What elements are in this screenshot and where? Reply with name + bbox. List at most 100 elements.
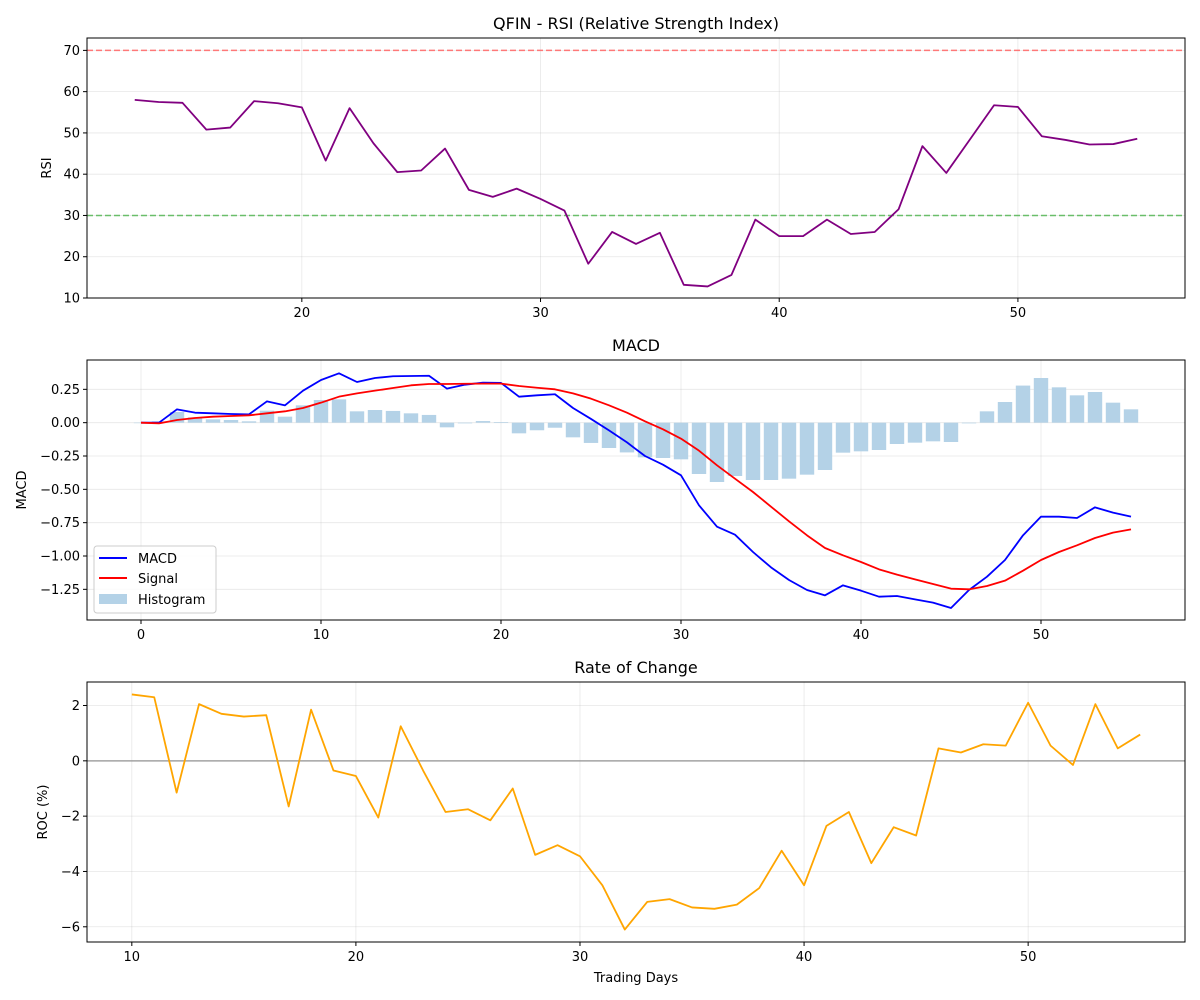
macd-xtick-label: 20: [493, 628, 510, 643]
roc-xtick-label: 20: [348, 950, 365, 965]
roc-ytick-label: −4: [61, 865, 80, 880]
roc-plot-area: [131, 693, 1141, 931]
rsi-xtick-label: 50: [1010, 306, 1027, 321]
macd-title: MACD: [612, 336, 660, 355]
histogram-bar: [1123, 409, 1139, 423]
histogram-bar: [367, 410, 383, 423]
rsi-ytick-label: 30: [63, 209, 80, 224]
histogram-bar: [889, 422, 905, 444]
histogram-bar: [241, 421, 257, 423]
roc-panel: Rate of Change ROC (%) Trading Days 10 20…: [36, 658, 1186, 986]
roc-ticks: 10 20 30 40 50 −6 −4 −2 0 2: [61, 699, 1037, 965]
legend-label-macd: MACD: [138, 552, 177, 567]
histogram-bar: [727, 422, 743, 476]
macd-legend: MACD Signal Histogram: [93, 545, 217, 614]
macd-xtick-label: 30: [673, 628, 690, 643]
histogram-bar: [511, 422, 527, 434]
roc-ytick-label: −2: [61, 810, 80, 825]
histogram-bar: [709, 422, 725, 482]
histogram-bar: [961, 422, 977, 424]
rsi-ytick-label: 10: [63, 292, 80, 307]
rsi-gridlines: [87, 38, 1185, 299]
histogram-bar: [799, 422, 815, 475]
histogram-bar: [1051, 387, 1067, 423]
roc-xtick-label: 10: [124, 950, 141, 965]
macd-ytick-label: 0.00: [51, 416, 80, 431]
macd-series-line: [141, 372, 1132, 609]
rsi-axes-frame: [86, 37, 1186, 299]
rsi-series-line: [134, 99, 1138, 288]
macd-xtick-label: 0: [137, 628, 145, 643]
histogram-bar: [475, 421, 491, 423]
histogram-bar: [403, 413, 419, 423]
histogram-bar: [817, 422, 833, 470]
histogram-bar: [1033, 378, 1049, 423]
rsi-ytick-label: 20: [63, 250, 80, 265]
macd-xtick-label: 50: [1033, 628, 1050, 643]
histogram-bar: [421, 414, 437, 423]
histogram-bar: [763, 422, 779, 480]
macd-xtick-label: 10: [313, 628, 330, 643]
rsi-xtick-label: 20: [294, 306, 311, 321]
roc-gridlines: [87, 682, 1185, 942]
histogram-bar: [439, 422, 455, 428]
rsi-ytick-label: 50: [63, 126, 80, 141]
histogram-bar: [943, 422, 959, 442]
roc-xtick-label: 50: [1020, 950, 1037, 965]
macd-ytick-label: −0.75: [40, 516, 80, 531]
histogram-bar: [781, 422, 797, 479]
histogram-bar: [745, 422, 761, 480]
histogram-bar: [835, 422, 851, 453]
histogram-bar: [637, 422, 653, 458]
histogram-bar: [1015, 385, 1031, 423]
legend-label-histogram: Histogram: [138, 593, 205, 608]
histogram-bar: [493, 422, 509, 423]
rsi-title: QFIN - RSI (Relative Strength Index): [493, 14, 779, 33]
roc-title: Rate of Change: [574, 658, 698, 677]
histogram-bar: [313, 400, 329, 423]
roc-ytick-label: −6: [61, 920, 80, 935]
histogram-bar: [871, 422, 887, 450]
roc-xtick-label: 40: [796, 950, 813, 965]
rsi-ticks: 20 30 40 50 10 20 30 40 50 60 70: [63, 44, 1026, 321]
histogram-bar: [277, 416, 293, 423]
rsi-xtick-label: 30: [532, 306, 549, 321]
rsi-ytick-label: 60: [63, 85, 80, 100]
macd-plot-area: [133, 372, 1139, 609]
rsi-reference-lines: [87, 49, 1185, 217]
histogram-bar: [457, 422, 473, 424]
histogram-bar: [907, 422, 923, 443]
rsi-xtick-label: 40: [771, 306, 788, 321]
roc-series-line: [131, 693, 1141, 931]
macd-ytick-label: 0.25: [51, 383, 80, 398]
rsi-panel: QFIN - RSI (Relative Strength Index) RSI…: [40, 14, 1186, 321]
legend-label-signal: Signal: [138, 572, 178, 587]
legend-swatch-histogram: [99, 594, 127, 604]
rsi-ytick-label: 40: [63, 168, 80, 183]
histogram-bar: [583, 422, 599, 443]
macd-panel: MACD MACD 0 10 20 30 40 50 −1.25 −1.00 −0.75 −0.5…: [15, 336, 1186, 643]
macd-ticks: 0 10 20 30 40 50 −1.25 −1.00 −0.75 −0.50 −0.25 0.00…: [40, 383, 1049, 643]
histogram-bar: [349, 411, 365, 423]
macd-xtick-label: 40: [853, 628, 870, 643]
histogram-bar: [619, 422, 635, 453]
histogram-bar: [997, 402, 1013, 423]
signal-series-line: [140, 382, 1132, 591]
histogram-bar: [331, 399, 347, 423]
rsi-ylabel: RSI: [40, 157, 55, 178]
histogram-bar: [295, 405, 311, 423]
histogram-bar: [673, 422, 689, 460]
roc-ytick-label: 0: [72, 754, 80, 769]
histogram-bar: [223, 420, 239, 423]
macd-ytick-label: −0.25: [40, 450, 80, 465]
macd-ytick-label: −0.50: [40, 483, 80, 498]
rsi-ytick-label: 70: [63, 44, 80, 59]
histogram-bar: [547, 422, 563, 428]
histogram-bar: [385, 410, 401, 423]
macd-ytick-label: −1.00: [40, 550, 80, 565]
histogram-bar: [691, 422, 707, 474]
roc-ytick-label: 2: [72, 699, 80, 714]
histogram-bar: [205, 419, 221, 423]
rsi-plot-area: [134, 99, 1138, 288]
